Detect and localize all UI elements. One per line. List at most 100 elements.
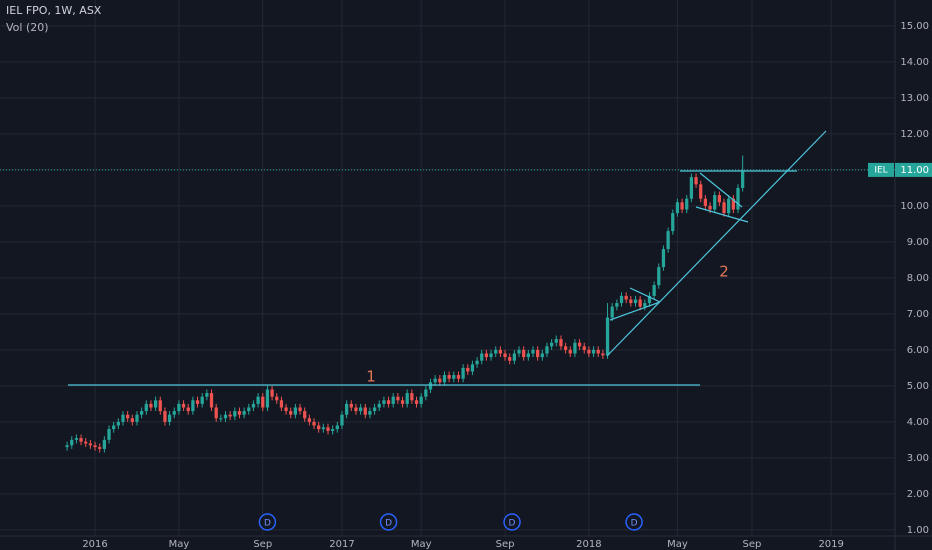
candle-body: [84, 441, 88, 444]
candle-body: [265, 389, 270, 408]
dividend-marker: [379, 513, 398, 531]
candle-body: [200, 396, 204, 404]
price-tag: [895, 162, 932, 177]
candle-body: [163, 411, 167, 422]
candle-body: [396, 396, 400, 401]
candle-body: [685, 198, 689, 210]
candle-body: [358, 407, 363, 412]
candle-body: [536, 349, 540, 358]
candle-body: [219, 418, 223, 420]
candle-body: [605, 317, 610, 356]
candle-body: [573, 342, 577, 354]
candle-body: [405, 393, 409, 404]
trend-line: [606, 130, 827, 357]
candle-body: [419, 396, 423, 404]
candle-body: [251, 403, 256, 408]
candle-body: [303, 411, 307, 419]
candle-body: [317, 425, 321, 430]
candle-body: [596, 349, 600, 354]
candle-body: [466, 367, 470, 372]
candle-body: [480, 353, 484, 361]
candle-body: [247, 407, 251, 412]
candle-body: [643, 303, 647, 307]
candle-body: [74, 438, 79, 440]
candle-body: [540, 353, 544, 358]
candle-body: [298, 407, 302, 412]
annotation: 2: [719, 263, 729, 281]
flag-line: [629, 287, 661, 303]
candle-body: [689, 177, 694, 199]
candle-body: [657, 267, 661, 286]
candle-body: [517, 349, 521, 354]
candle-body: [293, 407, 298, 415]
candle-body: [414, 400, 419, 404]
annotation: 1: [366, 368, 376, 386]
y-tick-label: 13.00: [900, 93, 929, 104]
candle-body: [680, 202, 684, 210]
candle-body: [126, 414, 130, 419]
candle-body: [88, 443, 93, 446]
candle-body: [489, 353, 493, 358]
candle-body: [177, 403, 181, 412]
candle-body: [237, 411, 242, 415]
candle-body: [209, 393, 214, 408]
y-tick-label: 1.00: [907, 525, 929, 536]
candle-body: [228, 414, 232, 417]
x-tick-label: 2018: [576, 539, 601, 550]
candle-body: [377, 403, 381, 408]
candle-body: [130, 418, 134, 422]
candle-body: [647, 295, 652, 304]
candle-body: [522, 349, 526, 358]
candle-body: [587, 349, 591, 354]
candle-body: [503, 353, 507, 358]
symbol-label: IEL: [874, 165, 887, 175]
y-tick-label: 14.00: [900, 57, 929, 68]
candle-body: [275, 396, 279, 401]
candle-body: [727, 198, 731, 214]
candle-body: [559, 339, 563, 347]
wedge-line: [699, 172, 743, 208]
dividend-marker: [258, 513, 277, 531]
candle-body: [345, 403, 349, 415]
price-label: 11.00: [900, 165, 929, 176]
candle-body: [321, 427, 325, 430]
candle-body: [363, 407, 367, 415]
candle-body: [456, 375, 461, 379]
candle-body: [144, 403, 148, 412]
candle-body: [475, 360, 479, 365]
dividend-label: D: [509, 519, 516, 529]
candle-body: [181, 403, 186, 408]
candle-body: [354, 407, 358, 412]
dividend-label: D: [264, 519, 271, 529]
candle-body: [140, 411, 144, 415]
candle-body: [349, 403, 353, 408]
candle-body: [335, 425, 339, 430]
candle-body: [172, 411, 176, 415]
candle-body: [531, 349, 535, 354]
candle-body: [671, 213, 675, 232]
chart-title: IEL FPO, 1W, ASX: [6, 4, 102, 17]
candle-body: [563, 346, 568, 350]
dividend-marker: [625, 513, 643, 531]
y-tick-label: 3.00: [907, 453, 929, 464]
grid: [0, 0, 895, 536]
candle-body: [331, 429, 335, 431]
dividend-marker: [503, 513, 521, 531]
candle-body: [619, 295, 624, 304]
y-tick-label: 9.00: [907, 237, 929, 248]
candle-body: [568, 349, 572, 354]
y-tick-label: 7.00: [907, 309, 929, 320]
candle-body: [717, 195, 721, 203]
candle-body: [205, 393, 209, 397]
x-tick-label: Sep: [253, 539, 272, 550]
candle-body: [400, 400, 405, 404]
candle-body: [624, 295, 628, 300]
candle-body: [545, 346, 549, 354]
x-tick-label: 2019: [818, 539, 843, 550]
candle-body: [135, 414, 139, 422]
candle-body: [121, 414, 125, 422]
candle-body: [461, 367, 465, 379]
x-tick-label: Sep: [743, 539, 762, 550]
x-tick-label: May: [169, 539, 190, 550]
